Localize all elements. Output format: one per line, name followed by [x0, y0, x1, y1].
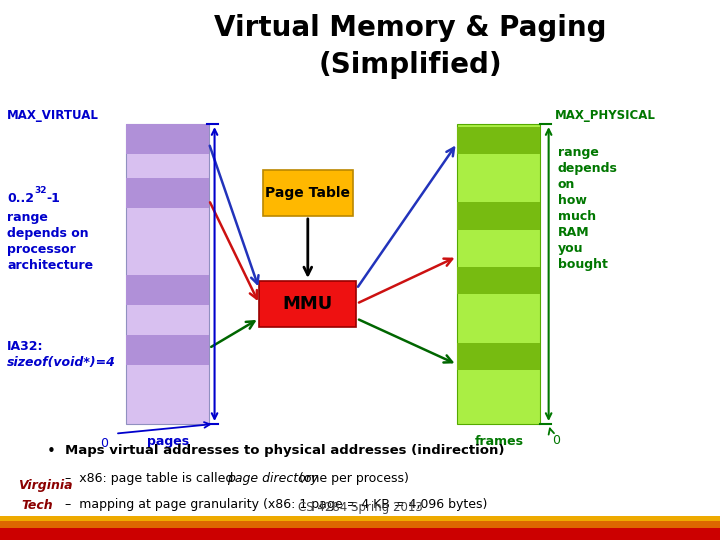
Bar	[457, 343, 540, 370]
Bar	[126, 275, 209, 305]
Text: (Simplified): (Simplified)	[318, 51, 503, 79]
Text: Tech: Tech	[22, 499, 53, 512]
Text: Virtual Memory & Paging: Virtual Memory & Paging	[214, 14, 607, 42]
Bar	[126, 124, 209, 154]
Text: 32: 32	[35, 186, 47, 195]
Bar	[457, 202, 540, 230]
Text: Virginia: Virginia	[18, 479, 73, 492]
Text: (one per process): (one per process)	[295, 472, 409, 485]
Bar	[126, 124, 209, 424]
Bar	[457, 267, 540, 294]
Bar	[0, 528, 720, 540]
Text: Page Table: Page Table	[265, 186, 351, 200]
Text: MAX_VIRTUAL: MAX_VIRTUAL	[7, 109, 99, 122]
Text: 0: 0	[552, 434, 560, 447]
Text: page directory: page directory	[227, 472, 318, 485]
Text: 0: 0	[100, 437, 109, 450]
Text: •: •	[47, 444, 55, 459]
Text: –  x86: page table is called: – x86: page table is called	[65, 472, 237, 485]
Text: Maps virtual addresses to physical addresses (indirection): Maps virtual addresses to physical addre…	[65, 444, 504, 457]
Bar	[0, 521, 720, 528]
Bar	[259, 281, 356, 327]
Text: CS 4284 Spring 2013: CS 4284 Spring 2013	[297, 501, 423, 514]
Text: 0..2: 0..2	[7, 192, 35, 205]
Text: frames: frames	[474, 435, 523, 448]
Text: –  mapping at page granularity (x86: 1 page = 4 KB = 4,096 bytes): – mapping at page granularity (x86: 1 pa…	[65, 498, 487, 511]
Text: range
depends on
processor
architecture: range depends on processor architecture	[7, 211, 94, 272]
Bar	[457, 124, 540, 424]
Text: MMU: MMU	[283, 295, 333, 313]
Text: sizeof(void*)=4: sizeof(void*)=4	[7, 356, 116, 369]
Bar	[0, 516, 720, 521]
Bar	[263, 170, 353, 216]
Bar	[457, 127, 540, 154]
Text: pages: pages	[147, 435, 189, 448]
Bar	[126, 178, 209, 208]
Text: IA32:: IA32:	[7, 340, 44, 353]
Bar	[126, 335, 209, 365]
Text: MAX_PHYSICAL: MAX_PHYSICAL	[554, 109, 655, 122]
Text: range
depends
on
how
much
RAM
you
bought: range depends on how much RAM you bought	[558, 146, 618, 271]
Text: -1: -1	[47, 192, 60, 205]
